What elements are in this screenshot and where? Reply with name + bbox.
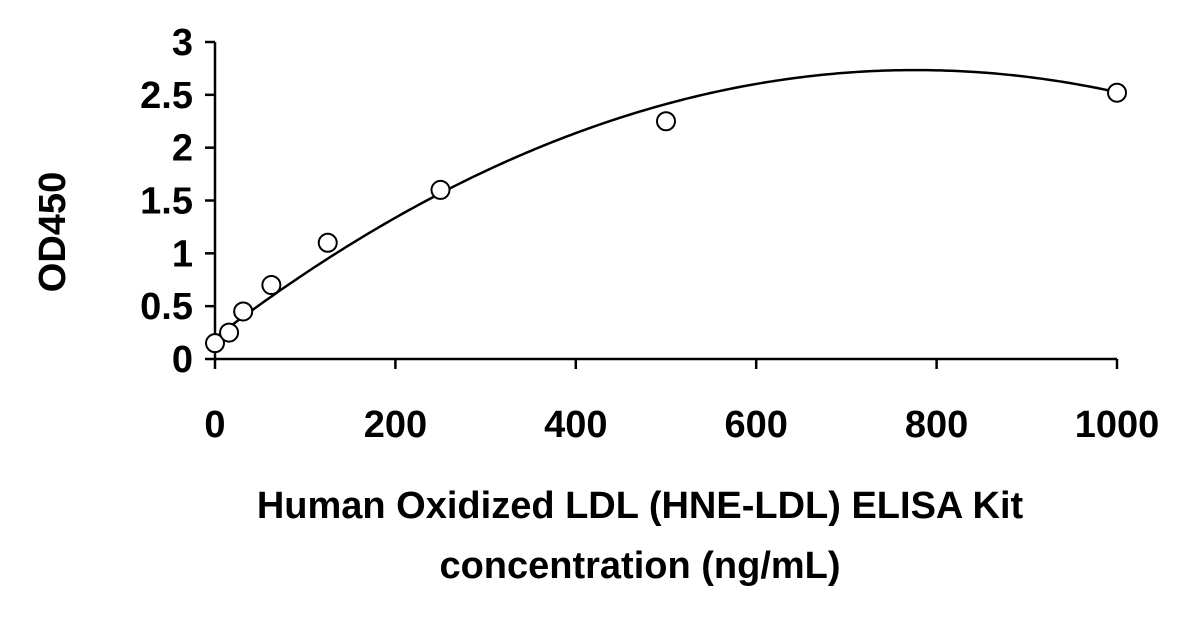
x-tick-label: 0 [204, 404, 225, 446]
x-tick-label: 200 [364, 404, 427, 446]
x-tick-label: 1000 [1075, 404, 1160, 446]
y-tick-label: 0 [172, 339, 193, 381]
x-axis-title-line-2: concentration (ng/mL) [439, 545, 840, 587]
y-tick-label: 3 [172, 22, 193, 64]
data-point [430, 179, 451, 200]
y-tick-label: 2.5 [140, 75, 193, 117]
axes [213, 42, 1117, 361]
data-point [261, 275, 282, 296]
y-tick-label: 2 [172, 128, 193, 170]
y-tick-label: 1.5 [140, 181, 193, 223]
data-point [205, 333, 225, 354]
y-tick-label: 1 [172, 233, 193, 275]
x-tick-label: 400 [544, 404, 607, 446]
x-tick-label: 800 [905, 404, 968, 446]
x-tick-label: 600 [724, 404, 787, 446]
data-point [656, 111, 676, 132]
data-point [317, 232, 338, 253]
y-axis-title: OD450 [32, 172, 74, 292]
data-point [1107, 82, 1127, 103]
fit-curve [214, 68, 1118, 339]
data-point [219, 322, 240, 343]
y-axis-ticks: 0 0.5 1 1.5 2 2.5 3 [140, 22, 215, 381]
data-points [205, 82, 1127, 354]
x-axis-title-line-1: Human Oxidized LDL (HNE-LDL) ELISA Kit [257, 485, 1024, 527]
x-axis-ticks: 0 200 400 600 800 1000 [204, 359, 1159, 446]
y-tick-label: 0.5 [140, 286, 193, 328]
data-point [233, 301, 254, 322]
